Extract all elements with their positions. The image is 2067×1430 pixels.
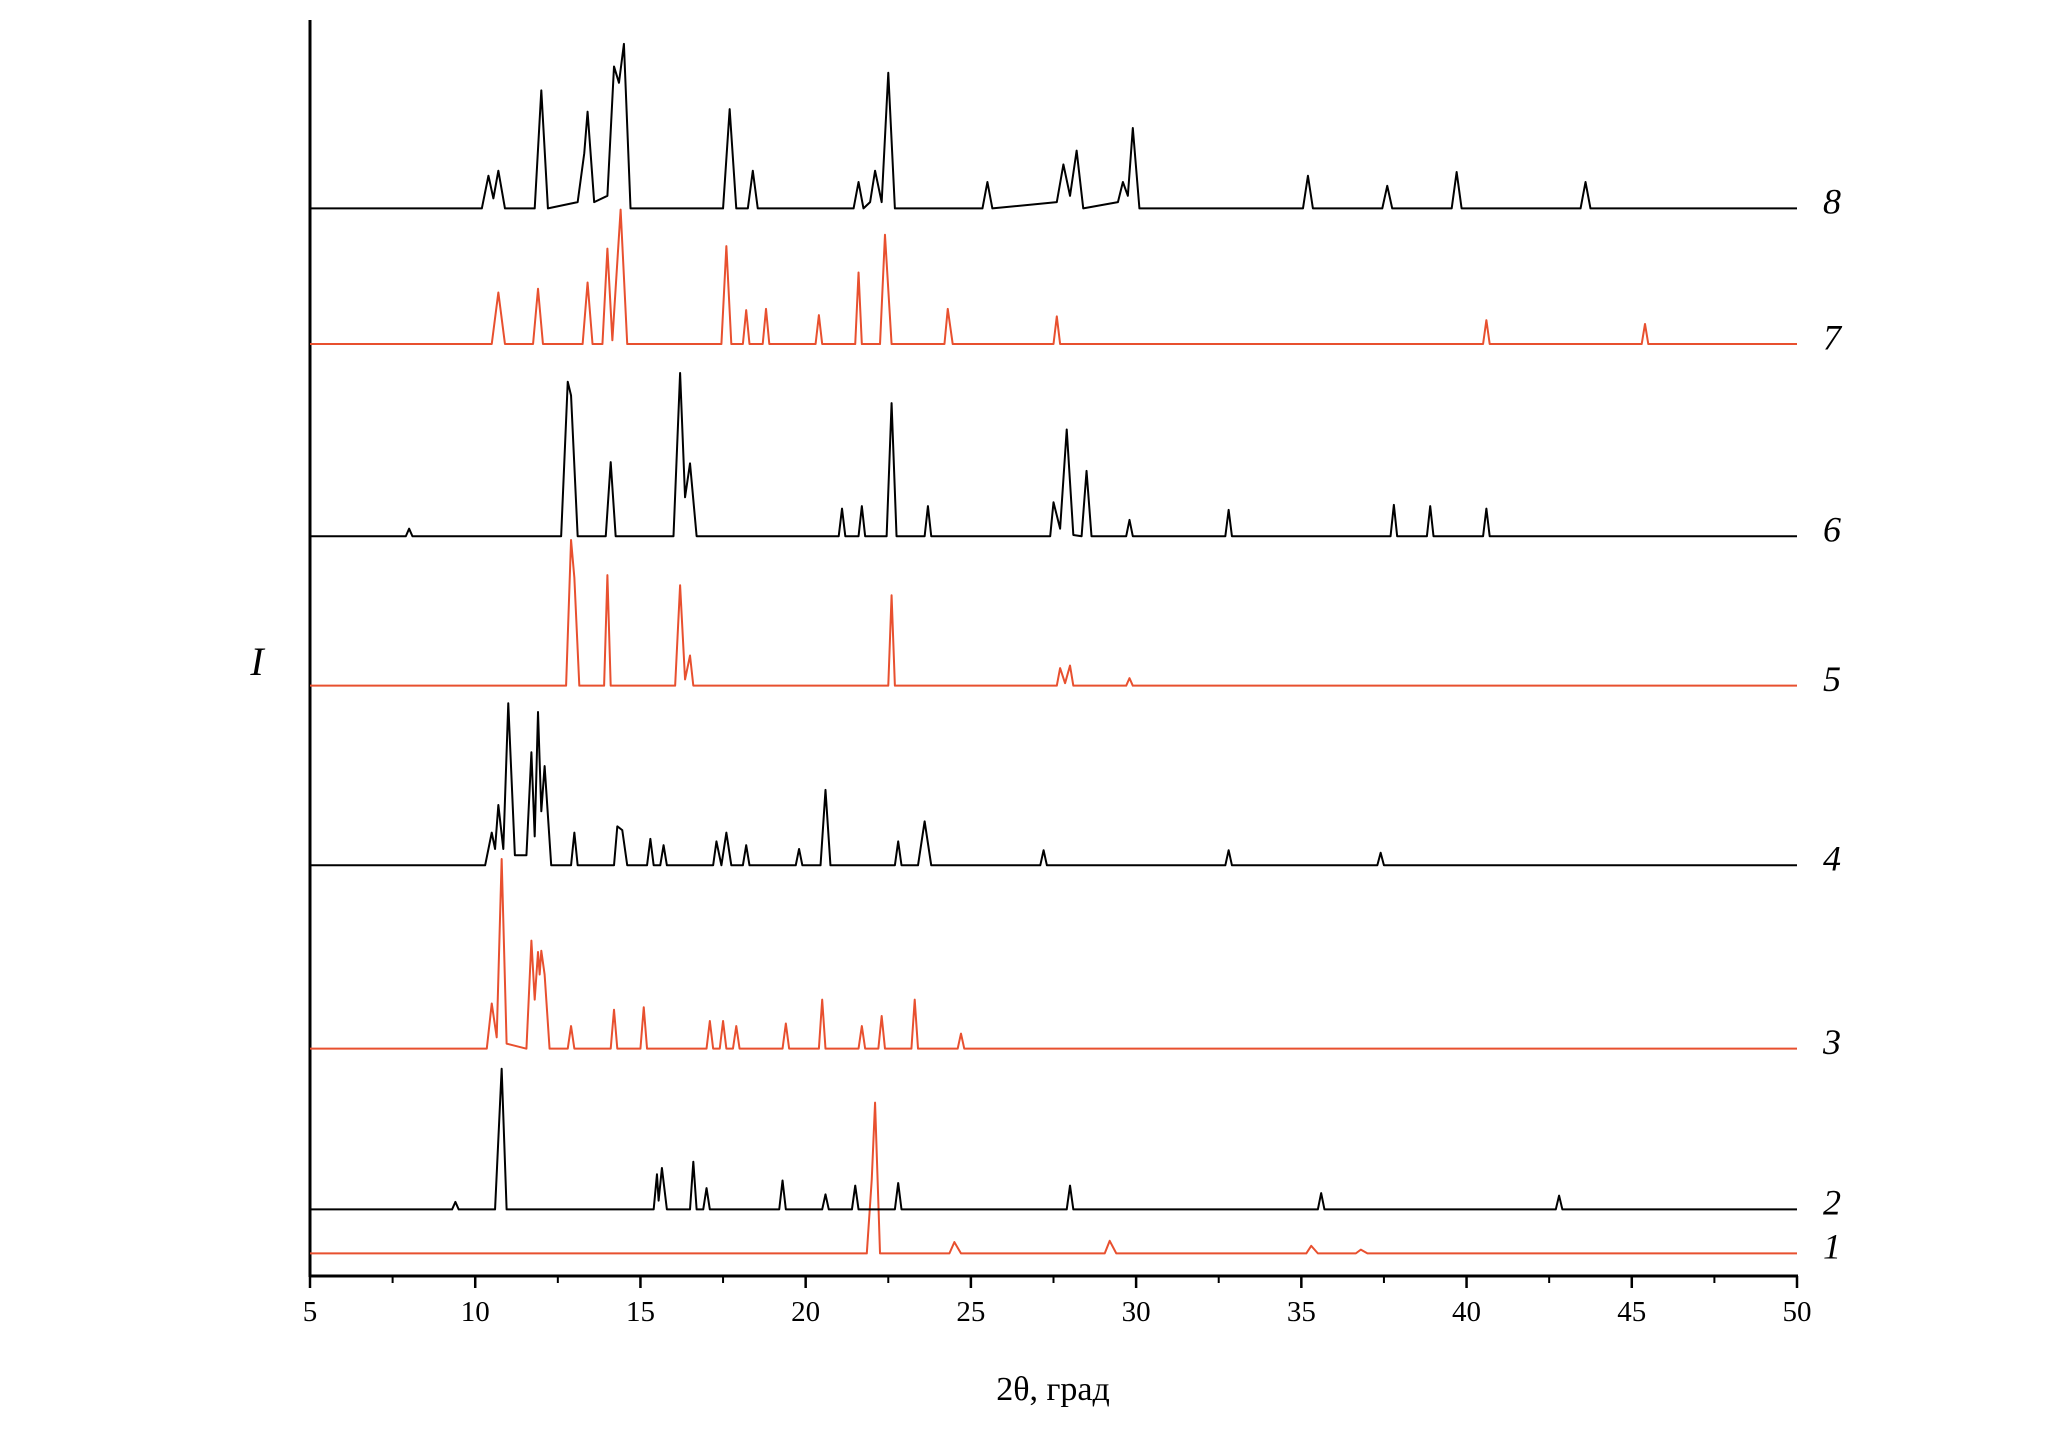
- series-label: 3: [1822, 1022, 1841, 1062]
- x-tick-label: 10: [461, 1296, 490, 1328]
- pattern-line: [310, 538, 1797, 687]
- x-tick-label: 30: [1122, 1296, 1151, 1328]
- x-axis-title: 2θ, град: [996, 1371, 1110, 1408]
- pattern-line: [310, 1101, 1797, 1255]
- series-label: 4: [1823, 839, 1841, 879]
- x-tick-label: 20: [791, 1296, 820, 1328]
- series-label: 2: [1823, 1183, 1841, 1223]
- series-label: 6: [1823, 509, 1841, 549]
- pattern-line: [310, 702, 1797, 867]
- x-tick-label: 5: [303, 1296, 318, 1328]
- series-label: 1: [1823, 1227, 1841, 1267]
- pattern-line: [310, 208, 1797, 346]
- x-tick-label: 40: [1452, 1296, 1481, 1328]
- series-label: 7: [1823, 317, 1843, 357]
- series-label: 8: [1823, 182, 1841, 222]
- pattern-line: [310, 371, 1797, 538]
- series-label: 5: [1823, 659, 1841, 699]
- y-axis-title: I: [249, 639, 265, 684]
- x-tick-label: 35: [1287, 1296, 1316, 1328]
- pattern-line: [310, 1067, 1797, 1211]
- x-tick-label: 50: [1783, 1296, 1812, 1328]
- pattern-line: [310, 858, 1797, 1050]
- x-tick-label: 25: [956, 1296, 985, 1328]
- x-tick-label: 45: [1617, 1296, 1646, 1328]
- x-tick-label: 15: [626, 1296, 655, 1328]
- pattern-line: [310, 42, 1797, 210]
